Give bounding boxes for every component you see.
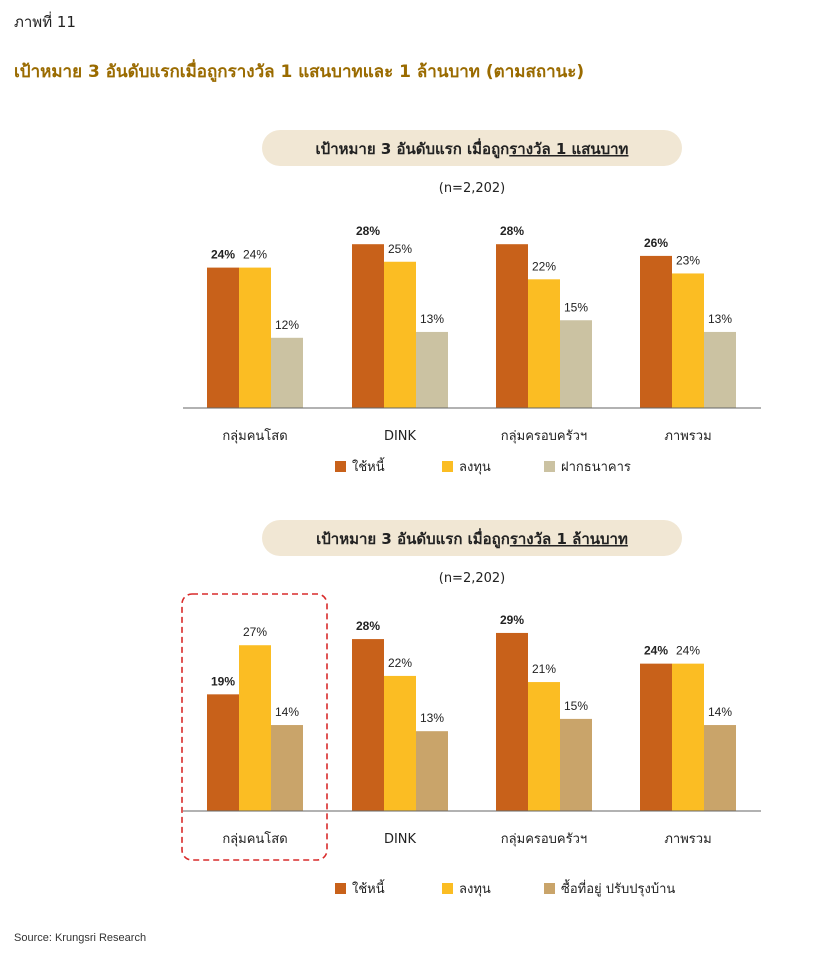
figure-label: ภาพที่ 11 — [14, 13, 76, 31]
bar — [416, 331, 448, 408]
bar — [207, 267, 239, 408]
category-label: DINK — [384, 429, 417, 444]
category-label: ภาพรวม — [664, 832, 711, 847]
category-label: กลุ่มครอบครัวฯ — [501, 429, 587, 444]
data-label: 15% — [564, 300, 588, 314]
bar — [560, 718, 592, 811]
bar — [496, 244, 528, 408]
bar — [271, 725, 303, 811]
data-label: 21% — [532, 662, 556, 676]
bar — [384, 675, 416, 811]
data-label: 14% — [275, 705, 299, 719]
bar — [384, 261, 416, 408]
chart-title-pill — [262, 520, 682, 556]
bar — [528, 279, 560, 408]
bar — [239, 267, 271, 408]
bar — [352, 639, 384, 811]
data-label: 19% — [211, 674, 235, 688]
data-label: 28% — [356, 619, 380, 633]
legend-label: ลงทุน — [459, 460, 491, 475]
bar — [704, 331, 736, 408]
chart-title-prefix: เป้าหมาย 3 อันดับแรก เมื่อถูก — [316, 528, 510, 549]
legend-label: ซื้อที่อยู่ ปรับปรุงบ้าน — [561, 879, 675, 897]
legend-label: ฝากธนาคาร — [561, 460, 631, 475]
category-label: กลุ่มคนโสด — [222, 428, 287, 444]
data-label: 24% — [211, 248, 235, 262]
data-label: 28% — [356, 224, 380, 238]
data-label: 13% — [420, 312, 444, 326]
data-label: 27% — [243, 625, 267, 639]
bar — [239, 645, 271, 811]
data-label: 12% — [275, 318, 299, 332]
data-label: 23% — [676, 253, 700, 267]
chart-top-prize-100k: เป้าหมาย 3 อันดับแรก เมื่อถูกรางวัล 1 แส… — [183, 130, 761, 475]
chart-title-underlined: รางวัล 1 แสนบาท — [509, 140, 628, 158]
data-label: 24% — [243, 248, 267, 262]
legend-swatch — [442, 883, 453, 894]
source-note: Source: Krungsri Research — [14, 932, 147, 944]
legend-swatch — [335, 883, 346, 894]
chart-subtitle: (n=2,202) — [439, 181, 506, 196]
data-label: 29% — [500, 613, 524, 627]
legend-label: ใช้หนี้ — [352, 879, 385, 897]
data-label: 13% — [420, 711, 444, 725]
legend-swatch — [544, 883, 555, 894]
bar — [704, 725, 736, 811]
legend-swatch — [544, 461, 555, 472]
bar — [640, 255, 672, 408]
data-label: 14% — [708, 705, 732, 719]
legend-swatch — [442, 461, 453, 472]
data-label: 13% — [708, 312, 732, 326]
legend-swatch — [335, 461, 346, 472]
data-label: 28% — [500, 224, 524, 238]
figure-title: เป้าหมาย 3 อันดับแรกเมื่อถูกรางวัล 1 แสน… — [14, 62, 585, 82]
chart-subtitle: (n=2,202) — [439, 571, 506, 586]
data-label: 26% — [644, 236, 668, 250]
bar — [207, 694, 239, 811]
category-label: DINK — [384, 832, 417, 847]
chart-title-underlined: รางวัล 1 ล้านบาท — [510, 530, 628, 548]
bar — [528, 682, 560, 811]
category-label: กลุ่มคนโสด — [222, 831, 287, 847]
data-label: 25% — [388, 242, 412, 256]
legend-label: ใช้หนี้ — [352, 457, 385, 475]
chart-title: เป้าหมาย 3 อันดับแรก เมื่อถูกรางวัล 1 ล้… — [316, 528, 628, 549]
data-label: 15% — [564, 699, 588, 713]
bar — [271, 337, 303, 408]
bar — [672, 273, 704, 408]
legend-label: ลงทุน — [459, 882, 491, 897]
category-label: กลุ่มครอบครัวฯ — [501, 832, 587, 847]
bar — [560, 320, 592, 408]
data-label: 22% — [532, 259, 556, 273]
highlight-box — [181, 593, 328, 861]
data-label: 24% — [676, 644, 700, 658]
data-label: 24% — [644, 644, 668, 658]
data-label: 22% — [388, 656, 412, 670]
bar — [640, 663, 672, 811]
category-label: ภาพรวม — [664, 429, 711, 444]
chart-top-prize-1m: เป้าหมาย 3 อันดับแรก เมื่อถูกรางวัล 1 ล้… — [181, 520, 761, 897]
chart-title: เป้าหมาย 3 อันดับแรก เมื่อถูกรางวัล 1 แส… — [316, 138, 629, 159]
bar — [416, 731, 448, 811]
bar — [672, 663, 704, 811]
bar — [496, 632, 528, 811]
chart-title-prefix: เป้าหมาย 3 อันดับแรก เมื่อถูก — [316, 138, 510, 159]
bar — [352, 244, 384, 408]
chart-title-pill — [262, 130, 682, 166]
